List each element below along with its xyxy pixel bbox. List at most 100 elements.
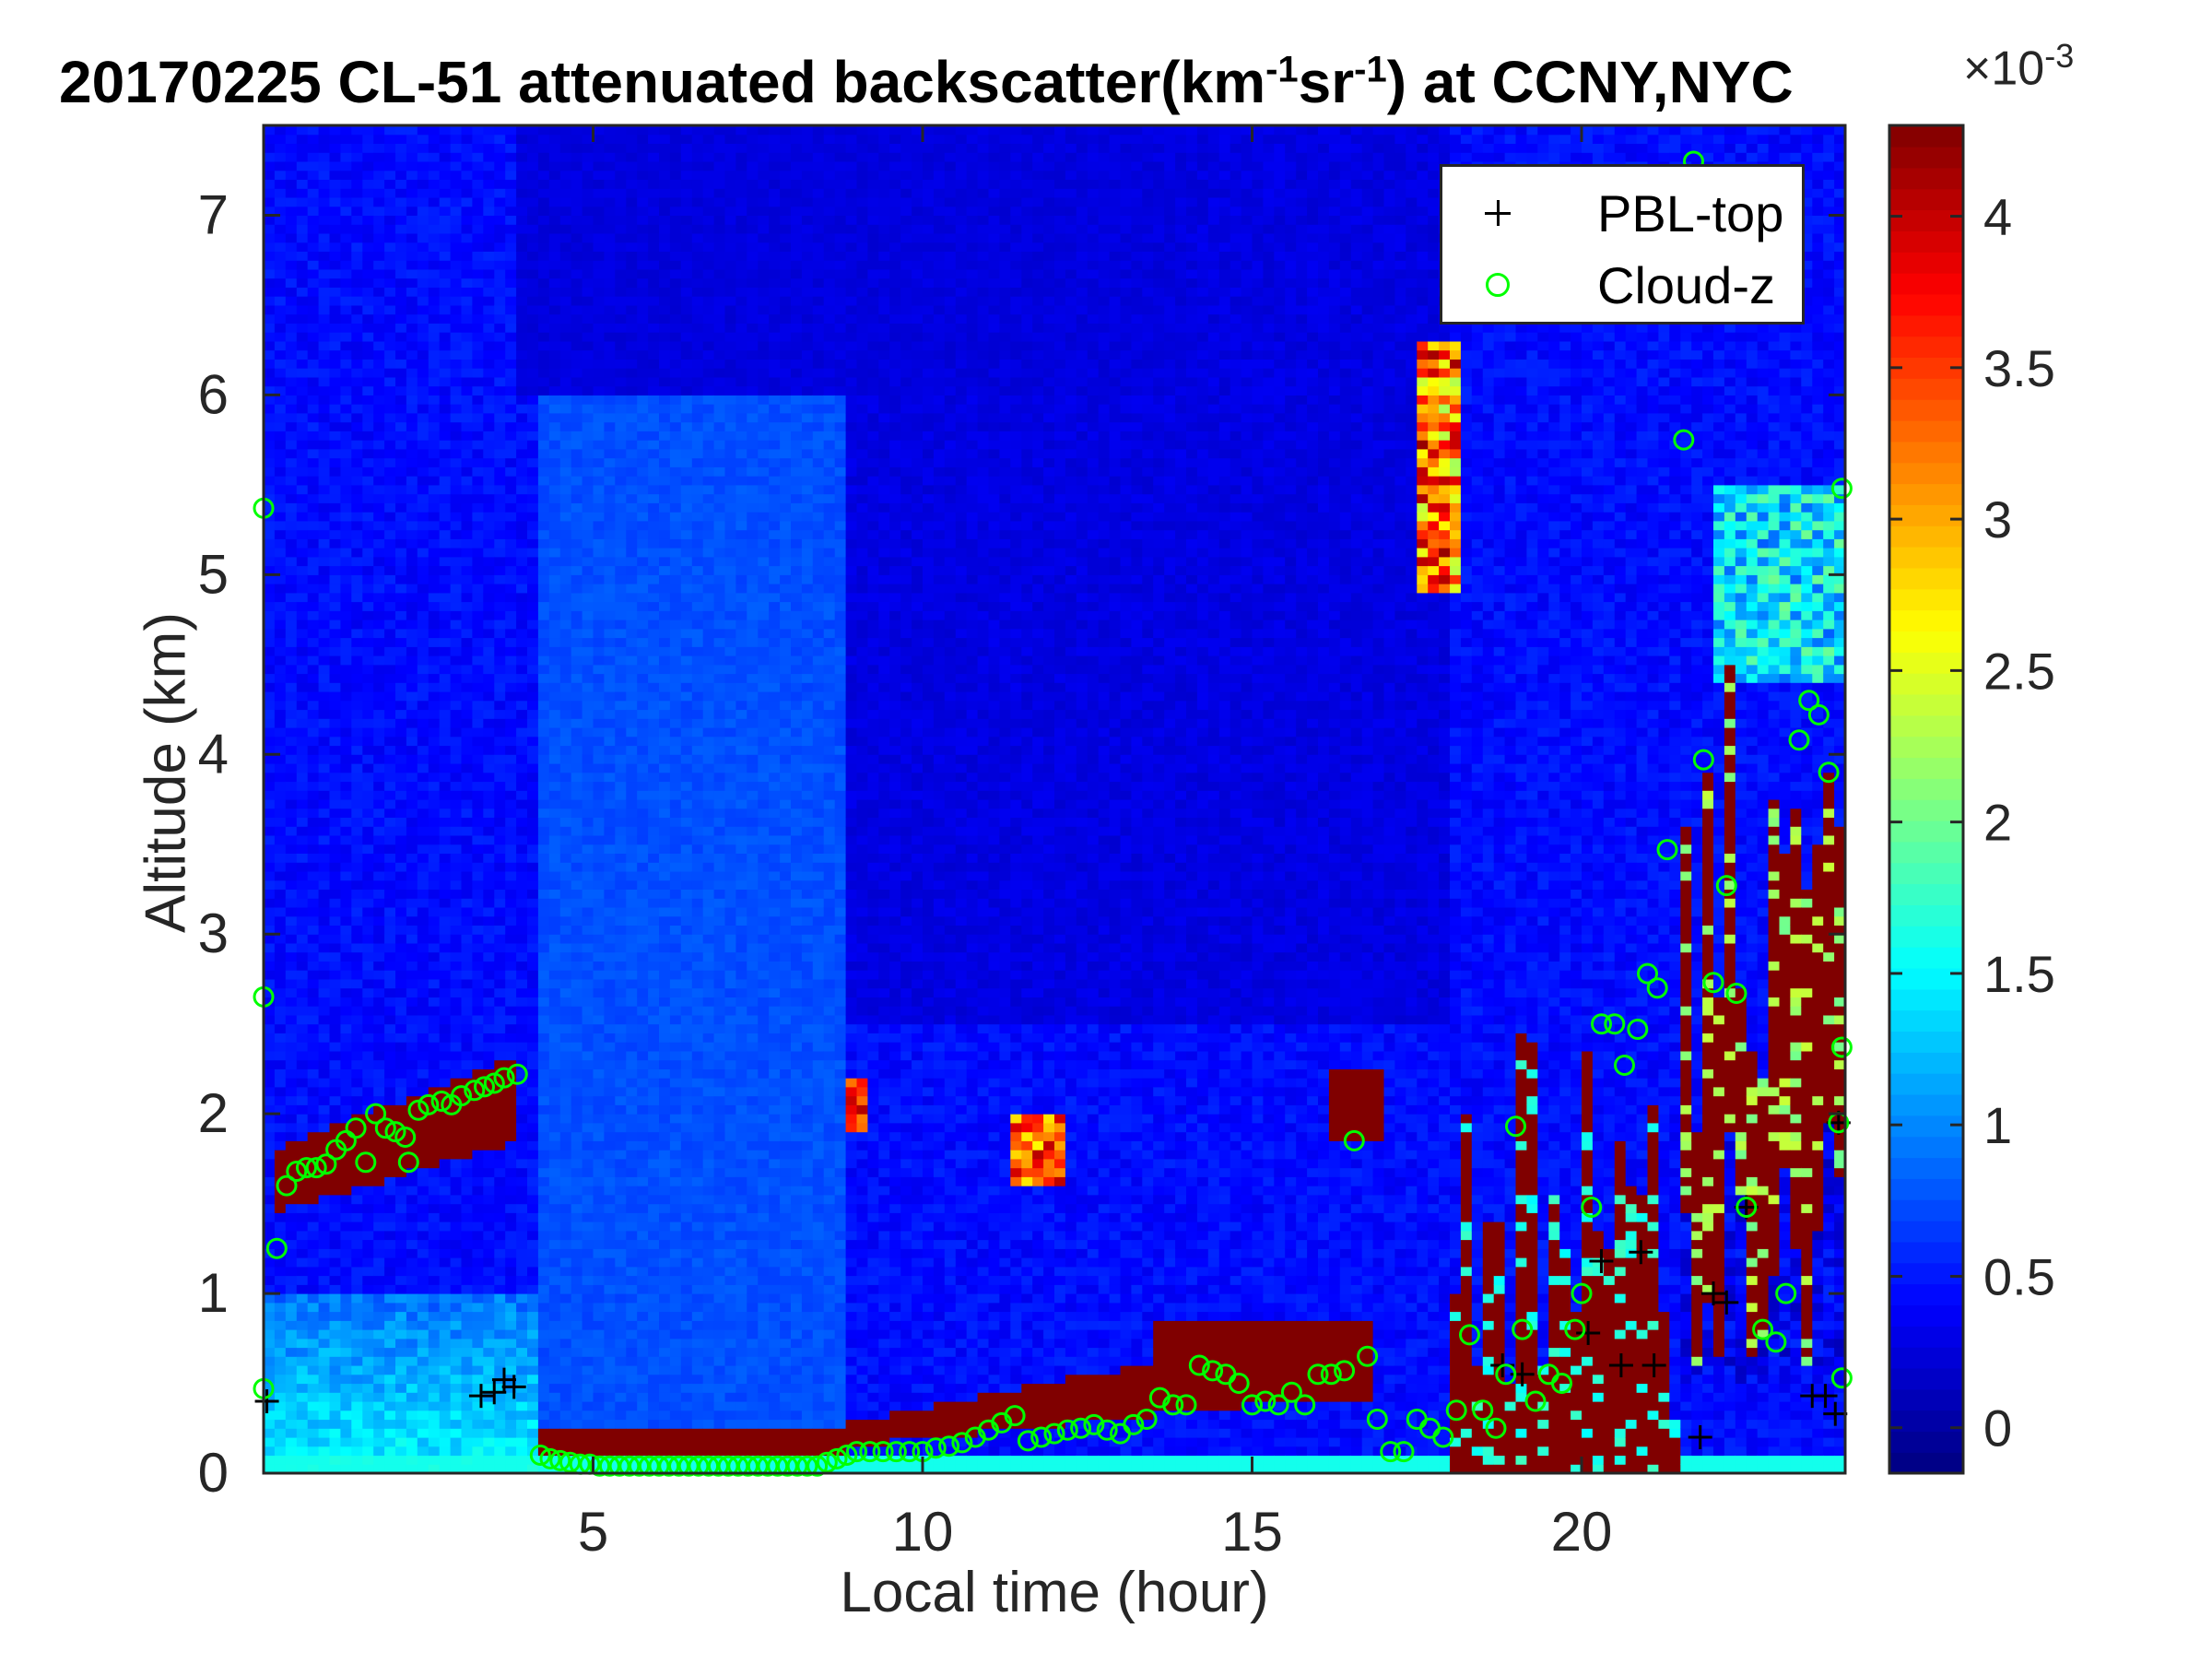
heatmap-cell xyxy=(384,548,396,558)
heatmap-cell xyxy=(582,197,594,207)
heatmap-cell xyxy=(285,799,298,809)
heatmap-cell xyxy=(450,987,463,997)
heatmap-cell xyxy=(582,143,594,153)
heatmap-cell xyxy=(494,1131,506,1141)
heatmap-cell xyxy=(516,376,528,387)
heatmap-cell xyxy=(285,584,298,594)
heatmap-cell xyxy=(264,592,276,603)
heatmap-cell xyxy=(285,1347,298,1357)
heatmap-cell xyxy=(571,1383,583,1393)
heatmap-cell xyxy=(548,431,561,441)
heatmap-cell xyxy=(285,817,298,827)
heatmap-cell xyxy=(351,1014,363,1025)
heatmap-cell xyxy=(450,340,463,351)
heatmap-cell xyxy=(593,584,605,594)
heatmap-cell xyxy=(593,529,605,539)
heatmap-cell xyxy=(593,673,605,683)
heatmap-cell xyxy=(318,745,331,755)
heatmap-cell xyxy=(450,772,463,783)
heatmap-cell xyxy=(285,925,298,935)
heatmap-cell xyxy=(472,610,484,620)
heatmap-cell xyxy=(307,1428,320,1438)
heatmap-cell xyxy=(406,385,418,395)
heatmap-cell xyxy=(296,179,309,189)
heatmap-cell xyxy=(351,1221,363,1232)
heatmap-cell xyxy=(604,1311,616,1321)
heatmap-cell xyxy=(373,404,385,414)
heatmap-cell xyxy=(274,700,287,711)
heatmap-cell xyxy=(615,395,627,405)
heatmap-cell xyxy=(559,754,572,764)
heatmap-cell xyxy=(604,655,616,666)
heatmap-cell xyxy=(604,1230,616,1241)
heatmap-cell xyxy=(615,637,627,647)
heatmap-cell xyxy=(296,961,309,971)
heatmap-cell xyxy=(472,170,484,180)
heatmap-cell xyxy=(406,304,418,315)
heatmap-cell xyxy=(340,1284,352,1294)
heatmap-cell xyxy=(516,682,528,692)
heatmap-cell xyxy=(516,520,528,531)
heatmap-cell xyxy=(274,251,287,261)
heatmap-cell xyxy=(494,745,506,755)
heatmap-cell xyxy=(384,251,396,261)
heatmap-cell xyxy=(461,1464,473,1474)
heatmap-cell xyxy=(351,709,363,719)
heatmap-cell xyxy=(571,772,583,783)
heatmap-cell xyxy=(582,1068,594,1079)
heatmap-cell xyxy=(384,1257,396,1268)
heatmap-cell xyxy=(516,925,528,935)
heatmap-cell xyxy=(505,1059,517,1069)
heatmap-cell xyxy=(472,1320,484,1330)
heatmap-cell xyxy=(307,1347,320,1357)
heatmap-cell xyxy=(351,134,363,144)
heatmap-cell xyxy=(461,871,473,881)
heatmap-cell xyxy=(483,1176,495,1186)
heatmap-cell xyxy=(264,296,276,306)
heatmap-cell xyxy=(439,808,452,818)
heatmap-cell xyxy=(296,1374,309,1385)
heatmap-cell xyxy=(274,1212,287,1222)
heatmap-cell xyxy=(527,484,539,495)
heatmap-cell xyxy=(472,296,484,306)
heatmap-cell xyxy=(472,907,484,917)
heatmap-cell xyxy=(537,1203,550,1213)
heatmap-cell xyxy=(384,277,396,288)
heatmap-cell xyxy=(593,277,605,288)
heatmap-cell xyxy=(537,1455,550,1465)
heatmap-cell xyxy=(428,1293,441,1304)
heatmap-cell xyxy=(384,412,396,423)
heatmap-cell xyxy=(439,889,452,899)
heatmap-cell xyxy=(417,745,429,755)
heatmap-cell xyxy=(559,1356,572,1366)
heatmap-cell xyxy=(296,457,309,467)
heatmap-cell xyxy=(318,502,331,513)
heatmap-cell xyxy=(439,1365,452,1375)
heatmap-cell xyxy=(571,565,583,575)
heatmap-cell xyxy=(548,440,561,450)
heatmap-cell xyxy=(307,1033,320,1043)
heatmap-cell xyxy=(472,440,484,450)
heatmap-cell xyxy=(559,1392,572,1402)
heatmap-cell xyxy=(373,655,385,666)
heatmap-cell xyxy=(351,997,363,1007)
heatmap-cell xyxy=(274,1131,287,1141)
heatmap-cell xyxy=(582,395,594,405)
heatmap-cell xyxy=(472,826,484,836)
heatmap-cell xyxy=(264,242,276,252)
heatmap-cell xyxy=(537,1014,550,1025)
heatmap-cell xyxy=(285,197,298,207)
heatmap-cell xyxy=(461,233,473,243)
heatmap-cell xyxy=(329,1203,341,1213)
heatmap-cell xyxy=(329,304,341,315)
heatmap-cell xyxy=(461,709,473,719)
heatmap-cell xyxy=(537,997,550,1007)
heatmap-cell xyxy=(559,1266,572,1277)
heatmap-cell xyxy=(472,340,484,351)
heatmap-cell xyxy=(527,808,539,818)
heatmap-cell xyxy=(340,431,352,441)
heatmap-cell xyxy=(362,529,374,539)
heatmap-cell xyxy=(351,817,363,827)
heatmap-cell xyxy=(318,395,331,405)
heatmap-cell xyxy=(329,349,341,360)
